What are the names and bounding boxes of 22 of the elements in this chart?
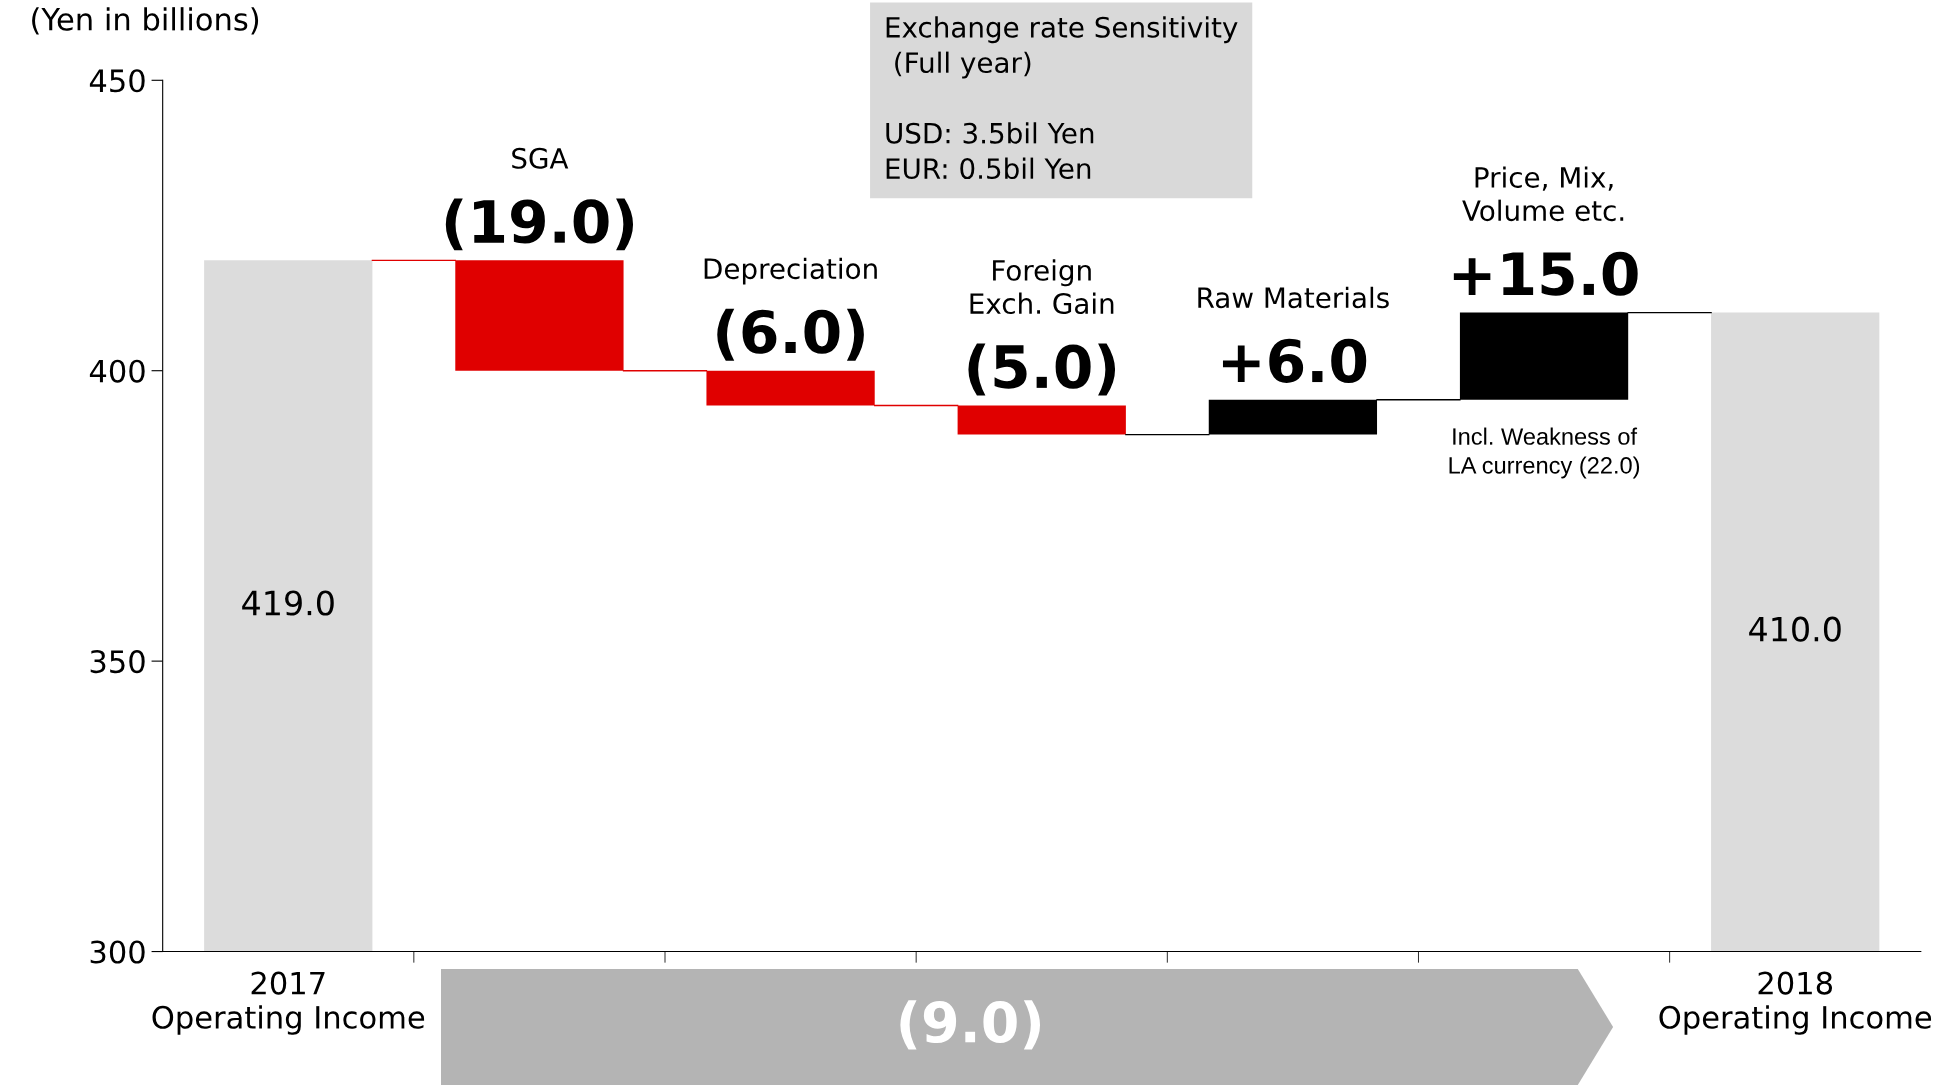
x-tick-label: Foreign Exch. Gain [970,259,1114,315]
x-tick-label: Raw Materials [1198,286,1389,309]
text: Exchange rate Sensitivity (Full year) USD: 3.5bil Yen EUR: 0.5bil Yen [886,16,1238,180]
data-label: (19.0) [445,198,634,251]
data-label: (5.0) [968,343,1116,396]
x-tick-label: Depreciation [704,257,877,285]
annotation: Incl. Weakness of LA currency (22.0) [1449,427,1640,479]
data-label: 410.0 [1749,616,1841,642]
x-tick-label: 2017 Operating Income [152,971,425,1035]
data-label: +6.0 [1222,338,1367,383]
data-label: (6.0) [717,308,864,361]
x-tick-label: SGA [512,147,569,169]
x-tick-label: 2018 Operating Income [1659,971,1932,1035]
x-tick-label: Price, Mix, Volume etc. [1462,166,1624,222]
y-tick-label: 450 [89,69,145,93]
data-label: 419.0 [242,590,334,616]
data-label: +15.0 [1453,251,1638,296]
y-tick-label: 300 [90,940,145,964]
y-axis-title: (Yen in billions) [32,7,259,35]
text: (9.0) [900,1000,1041,1050]
y-tick-label: 400 [89,359,145,383]
y-tick-label: 350 [90,650,145,674]
